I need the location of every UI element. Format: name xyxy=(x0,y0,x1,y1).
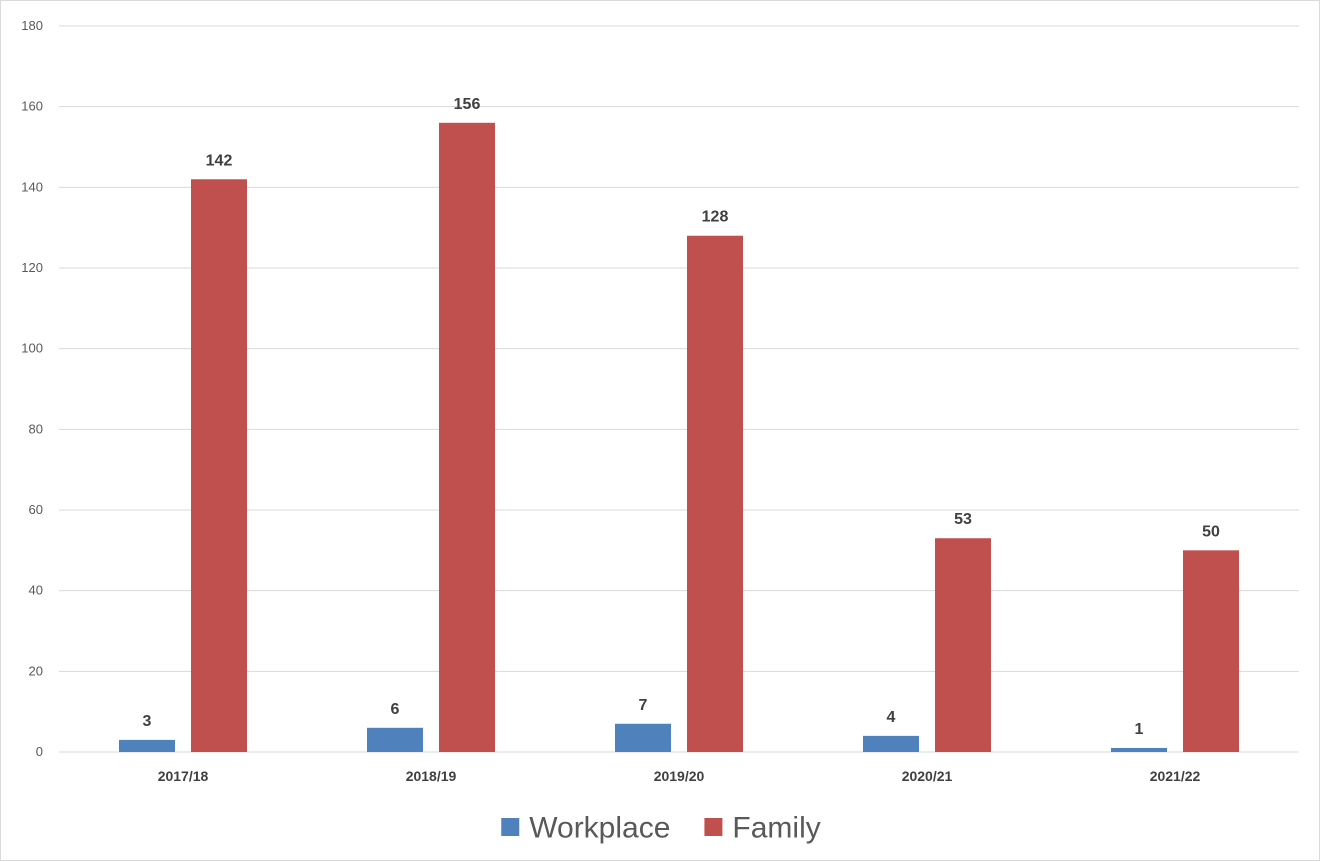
x-axis-ticks: 2017/18 2018/19 2019/20 2020/21 2021/22 xyxy=(158,768,1201,784)
legend: Workplace Family xyxy=(501,812,821,845)
x-tick-label: 2021/22 xyxy=(1150,768,1201,784)
data-label: 6 xyxy=(391,701,400,718)
bar-workplace-2018-19 xyxy=(367,727,423,752)
bar-workplace-2019-20 xyxy=(615,723,671,752)
y-tick-label: 180 xyxy=(21,18,43,33)
legend-swatch-workplace xyxy=(501,818,520,836)
bars xyxy=(119,122,1239,753)
data-label: 7 xyxy=(639,697,648,714)
data-label: 3 xyxy=(143,713,152,730)
data-label: 53 xyxy=(954,511,972,528)
data-label: 1 xyxy=(1135,721,1144,738)
y-tick-label: 60 xyxy=(29,502,43,517)
data-label: 142 xyxy=(206,152,233,169)
y-tick-label: 160 xyxy=(21,99,43,114)
bar-workplace-2017-18 xyxy=(119,739,175,752)
bar-family-2017-18 xyxy=(191,179,247,752)
data-labels: 3 142 6 156 7 128 4 53 1 50 xyxy=(143,96,1220,738)
x-tick-label: 2017/18 xyxy=(158,768,209,784)
legend-swatch-family xyxy=(704,818,723,836)
x-tick-label: 2020/21 xyxy=(902,768,953,784)
x-tick-label: 2018/19 xyxy=(406,768,457,784)
bar-workplace-2021-22 xyxy=(1111,747,1167,752)
bar-workplace-2020-21 xyxy=(863,735,919,752)
y-tick-label: 20 xyxy=(29,663,43,678)
bar-family-2018-19 xyxy=(439,122,495,753)
y-tick-label: 140 xyxy=(21,179,43,194)
y-tick-label: 40 xyxy=(29,583,43,598)
data-label: 4 xyxy=(887,709,896,726)
data-label: 156 xyxy=(454,96,481,113)
bar-family-2020-21 xyxy=(935,538,991,752)
data-label: 128 xyxy=(702,209,729,226)
legend-label-workplace: Workplace xyxy=(529,812,670,845)
legend-label-family: Family xyxy=(732,812,820,845)
y-tick-label: 0 xyxy=(36,744,43,759)
y-tick-label: 100 xyxy=(21,341,43,356)
gridlines xyxy=(59,25,1299,753)
bar-family-2021-22 xyxy=(1183,550,1239,752)
y-axis-ticks: 0 20 40 60 80 100 120 140 160 180 xyxy=(21,18,43,759)
x-tick-label: 2019/20 xyxy=(654,768,705,784)
y-tick-label: 80 xyxy=(29,421,43,436)
y-tick-label: 120 xyxy=(21,260,43,275)
data-label: 50 xyxy=(1202,523,1220,540)
bar-family-2019-20 xyxy=(687,235,743,752)
